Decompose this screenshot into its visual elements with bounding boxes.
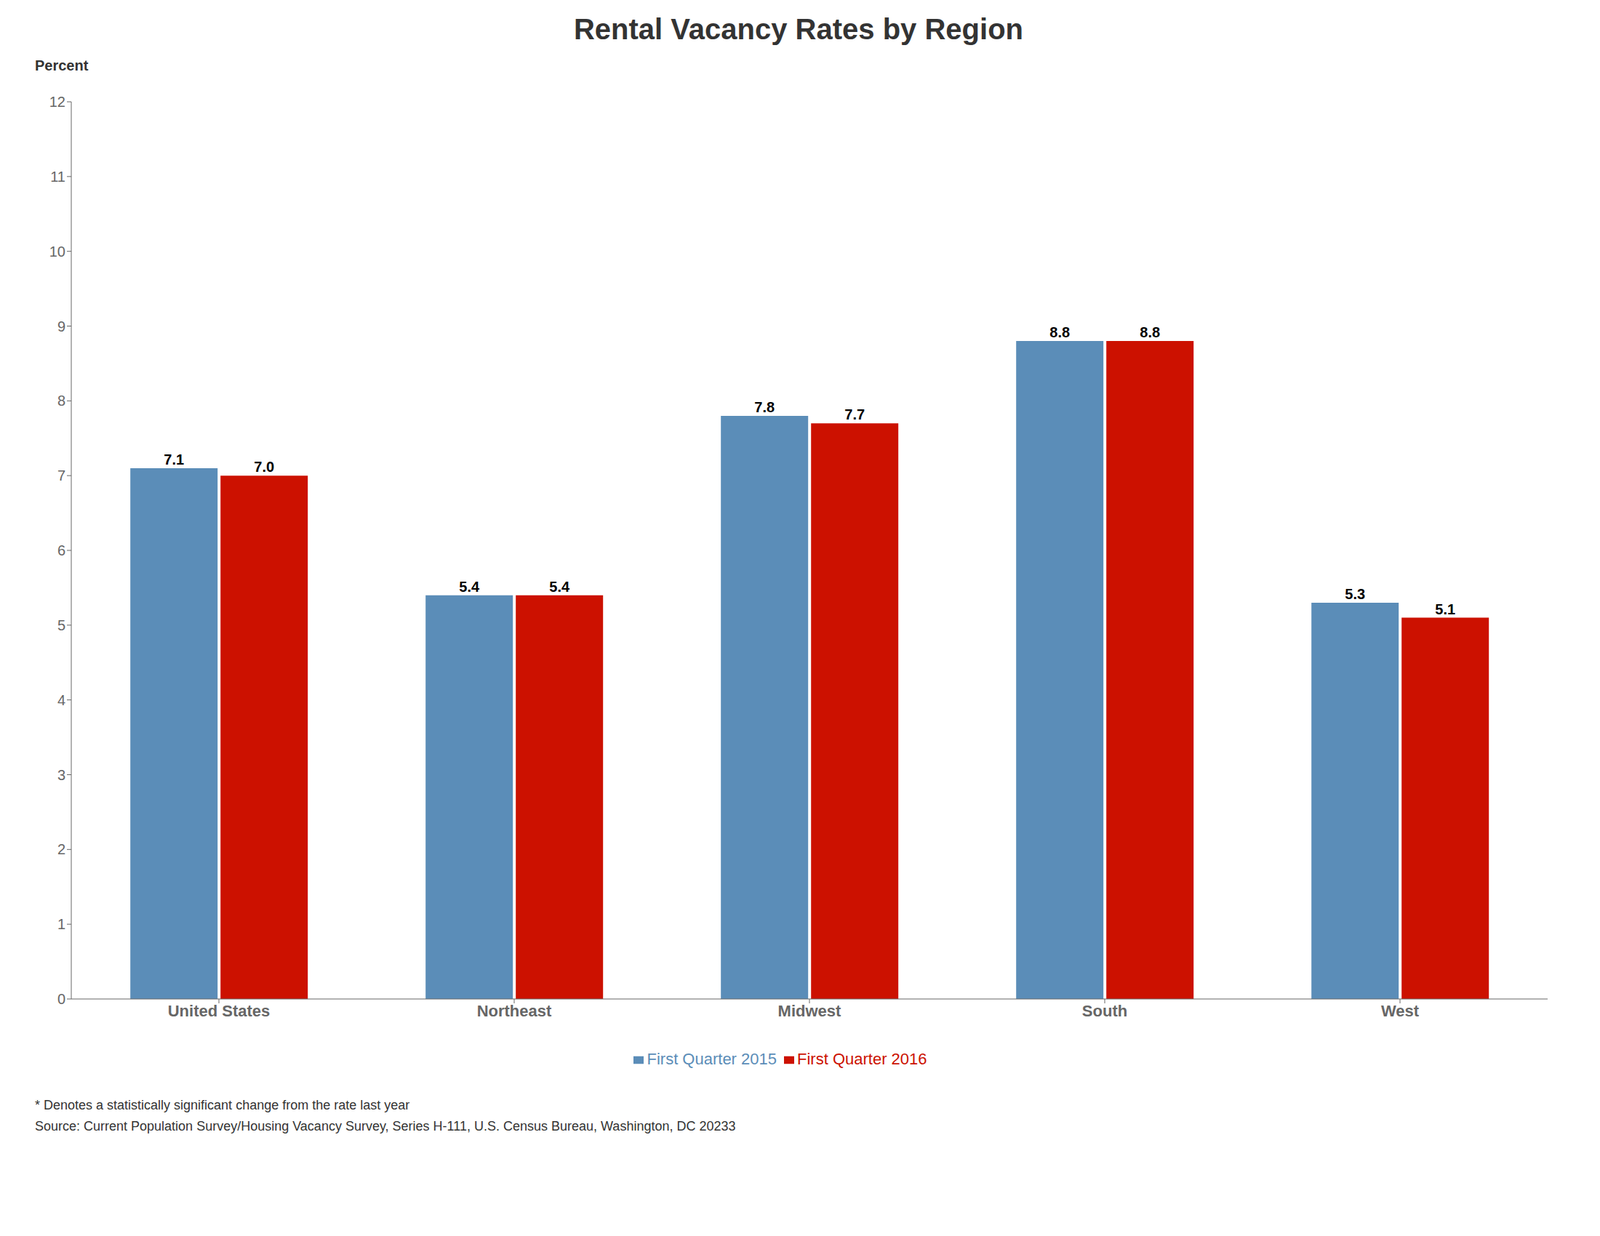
- svg-text:7: 7: [57, 467, 66, 484]
- svg-text:Midwest: Midwest: [778, 1002, 842, 1021]
- svg-text:7.8: 7.8: [754, 399, 775, 416]
- html-text:Percent: Percent: [34, 57, 89, 74]
- svg-text:8: 8: [57, 392, 66, 409]
- svg-text:5: 5: [57, 617, 66, 634]
- svg-text:8.8: 8.8: [1049, 324, 1070, 341]
- svg-text:3: 3: [57, 767, 66, 784]
- svg-text:7.1: 7.1: [163, 451, 184, 468]
- svg-text:0: 0: [57, 991, 66, 1008]
- svg-text:9: 9: [57, 318, 66, 335]
- svg-text:10: 10: [49, 243, 66, 260]
- svg-text:5.4: 5.4: [549, 578, 571, 595]
- svg-text:11: 11: [50, 168, 66, 185]
- svg-text:United States: United States: [168, 1002, 271, 1021]
- svg-text:7.7: 7.7: [844, 406, 865, 423]
- svg-text:8.8: 8.8: [1139, 324, 1160, 341]
- svg-text:6: 6: [57, 542, 66, 559]
- svg-text:4: 4: [57, 692, 66, 709]
- svg-text:5.4: 5.4: [458, 578, 480, 595]
- svg-text:5.1: 5.1: [1434, 601, 1456, 618]
- svg-text:South: South: [1082, 1002, 1128, 1021]
- html-text:Rental Vacancy Rates by Region: Rental Vacancy Rates by Region: [573, 13, 1024, 46]
- html-text:First Quarter 2016: First Quarter 2016: [797, 1050, 927, 1069]
- svg-text:7.0: 7.0: [253, 458, 275, 475]
- svg-text:12: 12: [49, 93, 66, 110]
- svg-text:Northeast: Northeast: [477, 1002, 552, 1021]
- svg-text:2: 2: [57, 841, 66, 858]
- html-text:First Quarter 2015: First Quarter 2015: [646, 1050, 777, 1069]
- svg-text:West: West: [1381, 1002, 1420, 1021]
- html-text:* Denotes a statistically sign: * Denotes a statistically significant ch…: [34, 1098, 410, 1113]
- svg-text:1: 1: [57, 916, 66, 933]
- svg-text:5.3: 5.3: [1344, 586, 1366, 603]
- html-text:Source: Current Population Sur: Source: Current Population Survey/Housin…: [34, 1119, 736, 1134]
